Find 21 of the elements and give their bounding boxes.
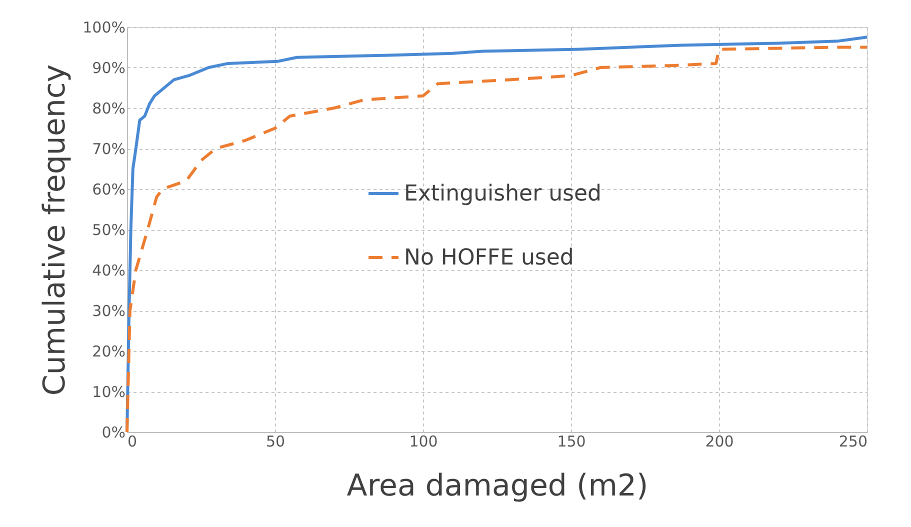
x-axis-title: Area damaged (m2) — [346, 468, 648, 504]
y-tick-label: 60% — [92, 180, 126, 198]
y-tick-label: 50% — [92, 221, 126, 239]
x-tick-label: 0 — [128, 432, 138, 450]
y-tick-label: 20% — [92, 342, 126, 360]
y-tick-label: 40% — [92, 262, 126, 280]
y-tick-label: 100% — [82, 18, 126, 36]
y-axis-title: Cumulative frequency — [38, 64, 73, 396]
y-tick-label: 30% — [92, 302, 126, 320]
x-tick-label: 200 — [705, 432, 734, 450]
y-tick-label: 10% — [92, 383, 126, 401]
x-tick-label: 50 — [266, 432, 286, 450]
x-tick-label: 150 — [557, 432, 586, 450]
legend-label: Extinguisher used — [404, 182, 602, 206]
y-tick-label: 90% — [92, 59, 126, 77]
y-tick-label: 80% — [92, 100, 126, 118]
legend-label: No HOFFE used — [404, 246, 574, 270]
x-tick-label: 100 — [409, 432, 438, 450]
x-tick-label: 250 — [838, 432, 868, 450]
y-tick-label: 70% — [92, 140, 126, 158]
y-tick-label: 0% — [102, 424, 126, 442]
